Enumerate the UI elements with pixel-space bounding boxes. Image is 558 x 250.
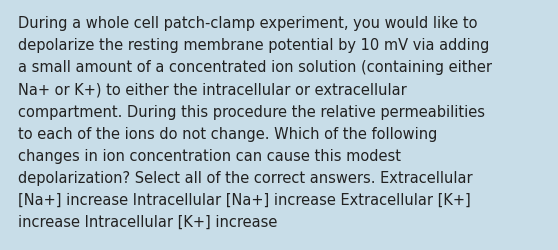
Text: During a whole cell patch-clamp experiment, you would like to: During a whole cell patch-clamp experime…: [18, 16, 477, 31]
Text: a small amount of a concentrated ion solution (containing either: a small amount of a concentrated ion sol…: [18, 60, 492, 75]
Text: to each of the ions do not change. Which of the following: to each of the ions do not change. Which…: [18, 126, 437, 141]
Text: Na+ or K+) to either the intracellular or extracellular: Na+ or K+) to either the intracellular o…: [18, 82, 407, 97]
Text: [Na+] increase Intracellular [Na+] increase Extracellular [K+]: [Na+] increase Intracellular [Na+] incre…: [18, 192, 470, 207]
Text: depolarization? Select all of the correct answers. Extracellular: depolarization? Select all of the correc…: [18, 170, 473, 185]
Text: depolarize the resting membrane potential by 10 mV via adding: depolarize the resting membrane potentia…: [18, 38, 489, 53]
Text: compartment. During this procedure the relative permeabilities: compartment. During this procedure the r…: [18, 104, 485, 119]
Text: changes in ion concentration can cause this modest: changes in ion concentration can cause t…: [18, 148, 401, 163]
Text: increase Intracellular [K+] increase: increase Intracellular [K+] increase: [18, 214, 277, 229]
